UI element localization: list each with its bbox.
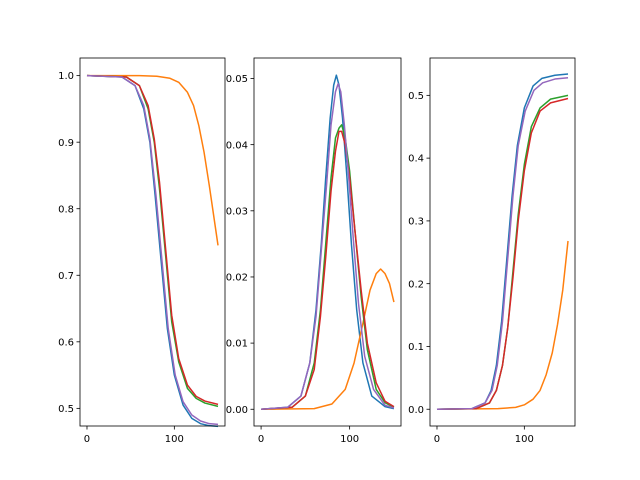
x-tick-label: 0	[258, 434, 264, 445]
y-tick-label: 0.1	[408, 342, 424, 353]
y-tick-label: 1.0	[58, 71, 74, 82]
x-tick-label: 100	[165, 434, 184, 445]
x-tick-label: 0	[84, 434, 90, 445]
y-tick-label: 0.01	[226, 339, 248, 350]
y-tick-label: 0.05	[226, 74, 248, 85]
y-tick-label: 0.02	[226, 273, 248, 284]
y-tick-label: 0.3	[408, 217, 424, 228]
right-panel: 0 100 0.0 0.1 0.2 0.3 0.4 0.5	[408, 57, 576, 445]
axes-frame	[253, 57, 402, 427]
y-tick-label: 0.00	[226, 405, 248, 416]
y-tick-label: 0.6	[58, 337, 74, 348]
series-line-2	[261, 268, 395, 411]
series-line-2	[86, 74, 219, 246]
x-tick-label: 100	[515, 434, 534, 445]
y-tick-label: 0.4	[408, 154, 424, 165]
axes-frame	[429, 57, 576, 427]
axes-frame	[79, 57, 226, 427]
x-tick-label: 100	[340, 434, 359, 445]
series-line-3	[261, 124, 395, 411]
series-line-5	[436, 77, 569, 410]
y-tick-label: 0.7	[58, 271, 74, 282]
y-tick-label: 0.0	[408, 405, 424, 416]
series-lines	[436, 73, 569, 410]
x-tick-label: 0	[434, 434, 440, 445]
left-panel: 0 100 0.5 0.6 0.7 0.8 0.9 1.0	[58, 57, 226, 445]
series-line-4	[261, 130, 395, 411]
series-line-2	[436, 240, 569, 410]
y-tick-label: 0.2	[408, 279, 424, 290]
y-tick-label: 0.8	[58, 204, 74, 215]
series-line-5	[261, 83, 395, 411]
series-line-5	[86, 74, 219, 426]
y-tick-label: 0.9	[58, 138, 74, 149]
y-tick-label: 0.03	[226, 206, 248, 217]
series-line-4	[436, 97, 569, 410]
y-tick-label: 0.5	[58, 404, 74, 415]
y-tick-label: 0.04	[226, 140, 248, 151]
series-line-4	[86, 74, 219, 406]
series-lines	[261, 74, 395, 411]
middle-panel: 0 100 0.00 0.01 0.02 0.03 0.04 0.05	[226, 57, 402, 445]
series-lines	[86, 74, 219, 428]
y-tick-label: 0.5	[408, 91, 424, 102]
